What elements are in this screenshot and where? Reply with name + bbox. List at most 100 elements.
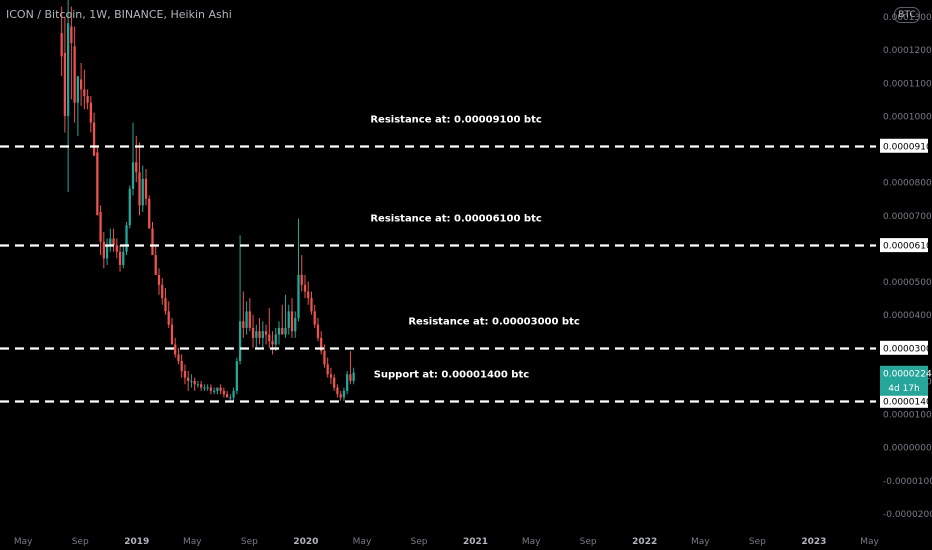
candle-body — [102, 241, 105, 259]
y-tick-label: 0.00008000 — [883, 179, 932, 189]
level-price-label: 0.00006100 — [883, 242, 932, 252]
candle-body — [238, 321, 242, 362]
level-price-tag — [880, 393, 928, 408]
y-tick-label: 0.00012000 — [883, 46, 932, 56]
currency-badge[interactable]: BTC — [894, 7, 920, 23]
candle — [167, 301, 170, 328]
candle-body — [251, 327, 255, 338]
candle — [235, 357, 238, 395]
candle-body — [79, 79, 83, 90]
candle-body — [229, 397, 232, 399]
candle — [225, 390, 229, 398]
candle — [352, 367, 355, 385]
candle — [128, 185, 131, 229]
candle — [135, 135, 138, 183]
candle-body — [248, 311, 251, 328]
candle — [287, 304, 290, 335]
candle-body — [209, 387, 213, 391]
candle — [138, 142, 141, 216]
candle — [109, 228, 112, 252]
candle — [206, 384, 209, 391]
level-annotation: Resistance at: 0.00009100 btc — [370, 115, 542, 126]
candle — [346, 371, 349, 395]
candle — [281, 304, 284, 335]
level-annotation: Resistance at: 0.00006100 btc — [370, 214, 542, 225]
candle-body — [190, 380, 193, 382]
candle-body — [83, 89, 86, 97]
candle-body — [157, 274, 161, 285]
candle — [60, 6, 63, 77]
candle-body — [76, 76, 80, 103]
candle-body — [232, 390, 235, 398]
candle — [300, 255, 303, 292]
candle — [154, 245, 157, 275]
candle-body — [261, 331, 264, 338]
candle — [96, 145, 99, 216]
x-tick-label: Sep — [241, 537, 258, 547]
y-tick-label: 0.00011000 — [883, 79, 932, 89]
level-annotation: Resistance at: 0.00003000 btc — [408, 317, 580, 328]
candle-body — [303, 284, 307, 292]
x-tick-label: Sep — [580, 537, 597, 547]
candle-body — [92, 122, 96, 156]
candle-body — [212, 390, 216, 392]
x-tick-label: May — [691, 537, 710, 547]
candle-body — [326, 364, 329, 375]
y-axis[interactable]: 0.00013000 0.00012000 0.00011000 0.00010000… — [880, 13, 932, 520]
candle — [316, 318, 320, 342]
candle — [323, 344, 326, 368]
candle-body — [148, 198, 151, 229]
candle-body — [274, 334, 277, 345]
candle-body — [112, 238, 115, 246]
x-tick-label: 2022 — [632, 537, 657, 547]
candle-body — [164, 298, 167, 312]
candle — [274, 327, 277, 352]
candle — [193, 377, 196, 391]
candle — [333, 374, 336, 391]
candle-body — [271, 341, 274, 345]
candle-body — [200, 384, 203, 388]
candle-body — [294, 318, 297, 332]
candle-body — [333, 377, 336, 388]
x-tick-label: 2020 — [293, 537, 318, 547]
candle — [216, 387, 219, 395]
candle-body — [219, 387, 222, 391]
y-tick-label: 0.00000000 — [883, 444, 932, 454]
candle — [112, 228, 115, 252]
level-price-label: 0.00001400 — [883, 397, 932, 407]
candle-body — [287, 311, 290, 328]
candle-body — [352, 372, 355, 381]
candle — [115, 238, 118, 259]
candle-body — [66, 23, 70, 116]
candle-body — [109, 238, 112, 246]
candle — [245, 301, 248, 335]
x-tick-label: 2019 — [124, 537, 149, 547]
candle — [290, 298, 294, 338]
y-tick-label: 0.00007000 — [883, 212, 932, 222]
candle-body — [141, 178, 144, 206]
candle-body — [336, 387, 339, 395]
candle-body — [290, 311, 294, 332]
candle-body — [258, 331, 261, 338]
candle-body — [86, 96, 89, 103]
candle — [200, 380, 203, 391]
candle — [336, 384, 339, 398]
candle — [66, 0, 70, 193]
candle — [161, 278, 164, 305]
x-axis[interactable]: May Sep 2019 May Sep 2020 May Sep 2021 May Sep 2022… — [14, 537, 880, 547]
candle — [89, 96, 92, 133]
candle-body — [264, 331, 268, 335]
candle-body — [255, 331, 258, 338]
candle — [99, 205, 102, 256]
candle-body — [177, 354, 180, 362]
candle — [277, 321, 281, 345]
candle — [339, 390, 342, 401]
candle-body — [349, 374, 352, 381]
y-tick-label: 0.00010000 — [883, 112, 932, 122]
candles-layer — [60, 0, 355, 401]
y-tick-label: 0.00004000 — [883, 311, 932, 321]
candle-body — [222, 390, 226, 395]
candle-body — [70, 26, 73, 44]
candle — [122, 245, 125, 269]
